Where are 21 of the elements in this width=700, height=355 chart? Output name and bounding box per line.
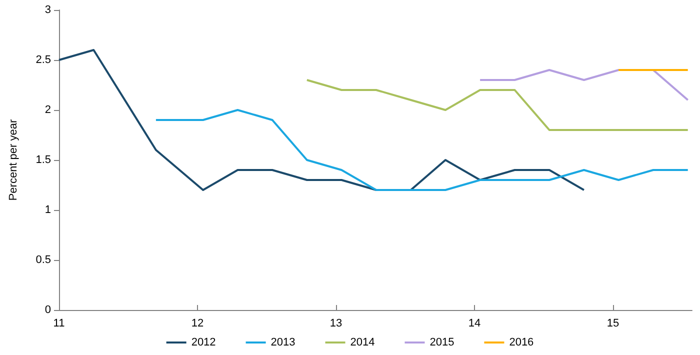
legend-label: 2016: [509, 336, 534, 348]
y-tick-label: 2: [44, 104, 51, 116]
y-tick-label: 2.5: [36, 54, 51, 66]
legend-label: 2012: [191, 336, 216, 348]
line-series: [154, 109, 689, 191]
legend-label: 2015: [430, 336, 454, 348]
x-tick-label: 12: [191, 318, 204, 330]
legend-label: 2014: [350, 336, 375, 348]
y-tick-label: 0: [44, 304, 51, 316]
y-tick-label: 1: [44, 204, 51, 216]
line-series: [306, 79, 689, 131]
x-tick-label: 11: [53, 318, 65, 330]
x-tick-label: 13: [330, 318, 342, 330]
y-tick-label: 1.5: [36, 154, 51, 166]
y-axis-title: Percent per year: [8, 119, 20, 201]
line-series: [58, 49, 585, 191]
legend-label: 2013: [270, 336, 296, 348]
x-tick-label: 15: [606, 318, 620, 330]
y-tick-label: 0.5: [36, 254, 51, 266]
y-tick-label: 3: [44, 4, 51, 16]
x-tick-label: 14: [468, 318, 481, 330]
